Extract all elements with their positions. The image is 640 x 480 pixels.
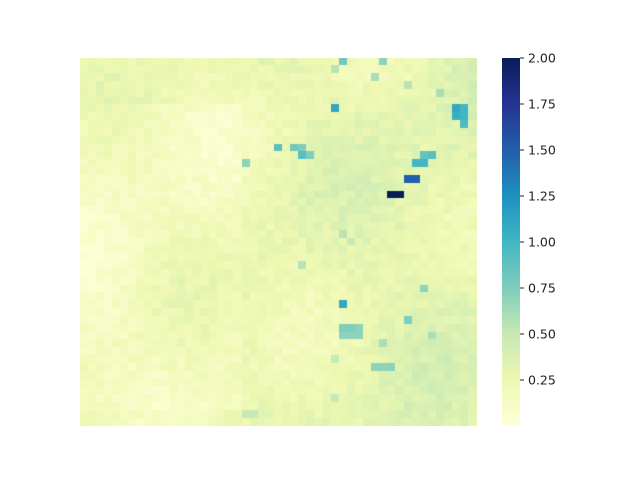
colorbar-tick-label: 2.00 (528, 51, 556, 66)
colorbar-ticks: 2.00 1.75 1.50 1.25 1.00 0.75 0.50 0.25 (520, 51, 556, 388)
colorbar-tick-label: 0.75 (528, 281, 556, 296)
colorbar-tick-label: 0.50 (528, 327, 556, 342)
colorbar (502, 58, 520, 426)
colorbar-tick-label: 0.25 (528, 373, 556, 388)
colorbar-tick-label: 1.50 (528, 143, 556, 158)
colorbar-tick-label: 1.25 (528, 189, 556, 204)
colorbar-tick-label: 1.00 (528, 235, 556, 250)
heatmap-grid (80, 58, 477, 426)
colorbar-tick-label: 1.75 (528, 97, 556, 112)
